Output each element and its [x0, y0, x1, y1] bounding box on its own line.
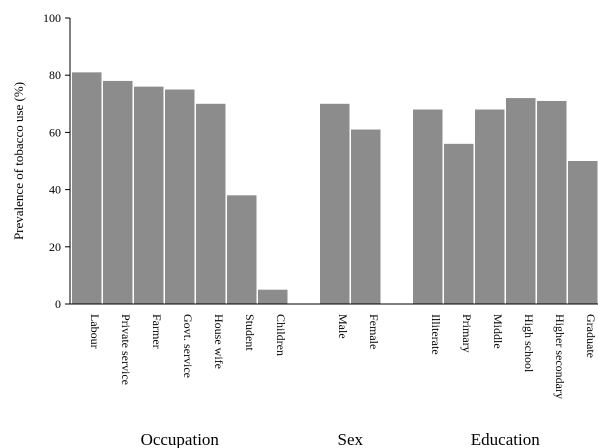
bar	[196, 103, 226, 304]
bar	[165, 89, 195, 304]
bar	[320, 103, 350, 304]
y-tick-label: 100	[43, 11, 61, 25]
y-tick-label: 0	[55, 297, 61, 311]
category-label: Govt. service	[181, 314, 195, 378]
category-label: Illiterate	[429, 314, 443, 355]
category-label: Primary	[460, 314, 474, 353]
bar	[72, 72, 102, 304]
plot-area: 0 20 40 60 80 100 Labour Private service Farmer G…	[43, 11, 598, 448]
bar	[475, 109, 505, 305]
category-label: Female	[367, 314, 381, 349]
y-tick-label: 60	[49, 125, 61, 139]
category-label: Labour	[88, 314, 102, 349]
category-label: Middle	[491, 314, 505, 349]
y-axis-title: Prevalence of tobacco use (%)	[11, 82, 26, 240]
group-label: Education	[471, 430, 540, 448]
category-label: Farmer	[150, 314, 164, 349]
y-tick-label: 40	[49, 183, 61, 197]
category-label: Student	[243, 314, 257, 351]
bar	[413, 109, 443, 305]
bar	[537, 100, 567, 304]
category-label: High school	[522, 314, 536, 373]
category-label: Private service	[119, 314, 133, 385]
bar	[568, 161, 598, 304]
category-label: Higher secondary	[553, 314, 567, 399]
bar	[103, 80, 133, 304]
bar	[506, 98, 536, 304]
y-tick-label: 80	[49, 68, 61, 82]
bar	[444, 143, 474, 304]
group-label: Sex	[338, 430, 364, 448]
bar	[258, 289, 288, 304]
bar	[134, 86, 164, 304]
y-tick-label: 20	[49, 240, 61, 254]
category-label: House wife	[212, 314, 226, 369]
group-label: Occupation	[141, 430, 220, 448]
bar	[227, 195, 257, 304]
category-label: Children	[274, 314, 288, 356]
bar	[351, 129, 381, 304]
category-label: Male	[336, 314, 350, 339]
category-label: Graduate	[584, 314, 598, 358]
